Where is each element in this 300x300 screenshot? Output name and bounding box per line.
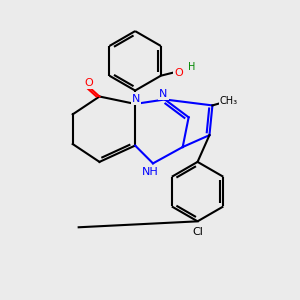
Text: NH: NH — [142, 167, 158, 177]
Text: Cl: Cl — [192, 227, 203, 237]
Text: H: H — [188, 62, 196, 72]
Text: N: N — [159, 89, 168, 99]
Text: O: O — [85, 78, 93, 88]
Text: CH₃: CH₃ — [220, 96, 238, 106]
Text: N: N — [132, 94, 140, 103]
Text: O: O — [174, 68, 183, 78]
